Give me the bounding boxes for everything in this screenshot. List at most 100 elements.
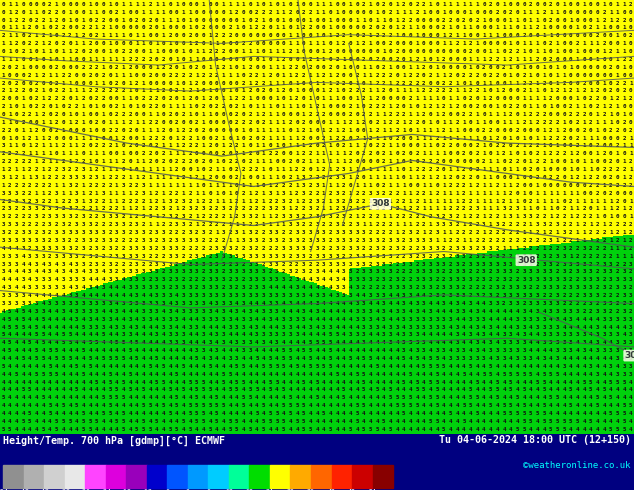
Text: 2: 2 — [415, 222, 419, 227]
Text: 2: 2 — [576, 120, 579, 125]
Text: 4: 4 — [222, 419, 225, 424]
Bar — [147, 465, 167, 488]
Text: 3: 3 — [48, 301, 51, 306]
Text: 4: 4 — [209, 348, 212, 353]
Text: 5: 5 — [228, 372, 232, 377]
Text: 3: 3 — [275, 254, 279, 259]
Text: 4: 4 — [309, 388, 312, 392]
Text: 3: 3 — [629, 301, 633, 306]
Text: 3: 3 — [362, 270, 365, 274]
Text: 5: 5 — [415, 388, 419, 392]
Text: 3: 3 — [322, 324, 325, 329]
Text: 0: 0 — [202, 80, 205, 86]
Text: 1: 1 — [202, 175, 205, 180]
Text: 2: 2 — [309, 222, 312, 227]
Text: 3: 3 — [295, 238, 299, 243]
Text: 2: 2 — [215, 206, 219, 212]
Text: 2: 2 — [462, 198, 465, 203]
Text: 1: 1 — [82, 136, 85, 141]
Text: 0: 0 — [555, 104, 559, 109]
Text: 5: 5 — [255, 388, 259, 392]
Text: 4: 4 — [362, 364, 365, 369]
Text: 5: 5 — [15, 372, 18, 377]
Text: 0: 0 — [629, 41, 633, 46]
Text: 0: 0 — [362, 80, 365, 86]
Text: 4: 4 — [41, 324, 45, 329]
Text: 2: 2 — [482, 238, 486, 243]
Text: 2: 2 — [542, 293, 546, 298]
Text: 4: 4 — [128, 293, 132, 298]
Text: 3: 3 — [322, 230, 325, 235]
Text: 4: 4 — [309, 395, 312, 400]
Text: 0: 0 — [235, 191, 238, 196]
Text: 0: 0 — [415, 104, 419, 109]
Text: 0: 0 — [68, 2, 72, 7]
Text: 3: 3 — [95, 246, 98, 251]
Text: 0: 0 — [449, 159, 452, 164]
Text: 3: 3 — [228, 254, 232, 259]
Text: 4: 4 — [195, 427, 198, 432]
Text: 3: 3 — [342, 293, 346, 298]
Text: 5: 5 — [108, 403, 112, 408]
Text: 0: 0 — [362, 159, 365, 164]
Text: 5: 5 — [82, 427, 85, 432]
Text: 0: 0 — [108, 18, 112, 23]
Text: 4: 4 — [469, 348, 472, 353]
Text: 3: 3 — [569, 262, 573, 267]
Text: 3: 3 — [215, 262, 219, 267]
Text: 1: 1 — [68, 144, 72, 148]
Text: 0: 0 — [242, 159, 245, 164]
Text: 2: 2 — [342, 33, 346, 38]
Text: 4: 4 — [349, 403, 352, 408]
Text: 2: 2 — [596, 246, 599, 251]
Text: 3: 3 — [342, 214, 346, 220]
Text: 2: 2 — [629, 159, 633, 164]
Text: 5: 5 — [335, 332, 339, 338]
Text: 2: 2 — [576, 144, 579, 148]
Text: 0: 0 — [368, 49, 372, 54]
Text: 2: 2 — [115, 10, 119, 15]
Text: 0: 0 — [469, 120, 472, 125]
Text: 2: 2 — [355, 191, 359, 196]
Text: 2: 2 — [496, 183, 499, 188]
Text: 4: 4 — [335, 340, 339, 345]
Text: 0: 0 — [422, 25, 425, 30]
Text: 4: 4 — [115, 427, 119, 432]
Text: 2: 2 — [449, 238, 452, 243]
Text: 3: 3 — [335, 254, 339, 259]
Text: 0: 0 — [295, 57, 299, 62]
Text: 0: 0 — [175, 10, 179, 15]
Text: 4: 4 — [382, 340, 385, 345]
Text: 4: 4 — [482, 388, 486, 392]
Text: 4: 4 — [349, 364, 352, 369]
Text: 4: 4 — [88, 411, 92, 416]
Text: 1: 1 — [436, 206, 439, 212]
Text: 4: 4 — [596, 356, 599, 361]
Text: 1: 1 — [562, 191, 566, 196]
Text: 4: 4 — [61, 411, 65, 416]
Text: 1: 1 — [522, 112, 526, 117]
Text: 2: 2 — [108, 254, 112, 259]
Text: 2: 2 — [402, 80, 406, 86]
Text: 0: 0 — [328, 104, 332, 109]
Text: 4: 4 — [228, 332, 232, 338]
Text: 3: 3 — [529, 317, 533, 321]
Text: 3: 3 — [602, 332, 606, 338]
Text: 0: 0 — [355, 49, 359, 54]
Text: 5: 5 — [362, 356, 365, 361]
Text: 4: 4 — [502, 380, 506, 385]
Text: 4: 4 — [182, 348, 185, 353]
Text: 2: 2 — [436, 159, 439, 164]
Text: 5: 5 — [509, 380, 512, 385]
Text: -30: -30 — [79, 489, 91, 490]
Text: 4: 4 — [569, 411, 573, 416]
Text: 0: 0 — [269, 167, 272, 172]
Text: 3: 3 — [55, 254, 58, 259]
Text: 1: 1 — [28, 144, 32, 148]
Text: 1: 1 — [315, 73, 319, 78]
Text: 4: 4 — [22, 372, 25, 377]
Text: 5: 5 — [68, 332, 72, 338]
Text: 0: 0 — [295, 120, 299, 125]
Text: 0: 0 — [101, 41, 105, 46]
Text: 2: 2 — [476, 18, 479, 23]
